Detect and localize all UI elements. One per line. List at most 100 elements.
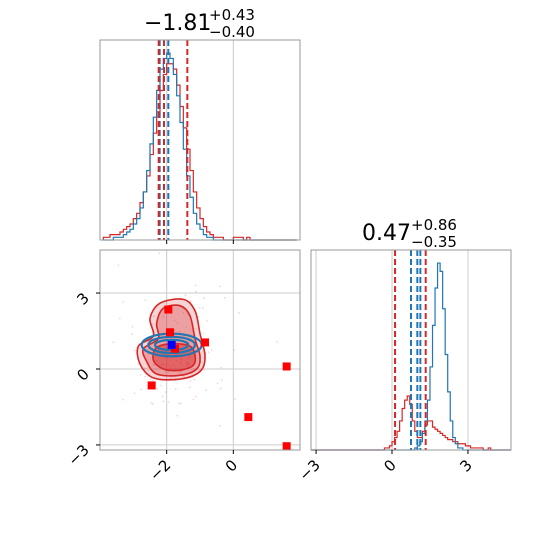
sample-point	[191, 372, 193, 375]
outlier-marker-6	[282, 442, 291, 450]
sample-point	[161, 395, 164, 398]
sample-point	[144, 299, 147, 302]
tick-label-x-param2-2: 3	[456, 456, 475, 475]
sample-point	[133, 349, 136, 352]
sample-point	[180, 358, 183, 361]
sample-point	[165, 346, 168, 349]
panel-bg	[100, 40, 300, 240]
title-param1-minus: −0.40	[209, 23, 255, 41]
sample-point	[238, 311, 240, 314]
marginal-panel-param1	[99, 39, 301, 244]
sample-point	[161, 363, 163, 366]
sample-point	[202, 332, 205, 335]
sample-point	[197, 316, 200, 318]
sample-point	[188, 386, 191, 389]
sample-point	[178, 330, 181, 333]
sample-point	[147, 369, 150, 372]
sample-point	[151, 403, 154, 405]
sample-point	[176, 321, 179, 324]
tick-label-x-param1-0: −2	[146, 456, 174, 484]
sample-point	[180, 358, 182, 360]
title-param2-plus: +0.86	[411, 216, 457, 234]
sample-point	[185, 362, 188, 364]
sample-point	[162, 400, 165, 403]
sample-point	[174, 388, 177, 390]
outlier-marker-5	[282, 362, 291, 371]
sample-point	[186, 362, 189, 365]
sample-point	[203, 297, 206, 299]
sample-point	[195, 290, 198, 293]
sample-point	[202, 306, 204, 309]
sample-point	[131, 326, 134, 328]
outlier-marker-2	[201, 338, 209, 347]
panel-frame	[99, 39, 301, 241]
sample-point	[179, 402, 182, 405]
sample-point	[133, 392, 136, 395]
sample-point	[187, 363, 190, 366]
sample-point	[194, 284, 197, 287]
sample-point	[153, 315, 155, 318]
sample-point	[220, 366, 223, 369]
sample-point	[167, 364, 170, 366]
outlier-marker-1	[166, 328, 174, 337]
sample-point	[162, 363, 165, 365]
sample-point	[179, 362, 182, 365]
sample-point	[167, 401, 170, 403]
sample-point	[162, 315, 165, 318]
sample-point	[164, 370, 167, 373]
contour-blue-level-1	[147, 335, 197, 355]
sample-point	[174, 328, 176, 331]
sample-point	[219, 387, 222, 390]
sample-point	[198, 306, 201, 309]
panel-frame	[310, 249, 512, 451]
sample-point	[186, 365, 189, 368]
sample-point	[216, 382, 219, 385]
sample-point	[152, 379, 154, 382]
sample-point	[232, 349, 235, 352]
sample-point	[182, 311, 185, 314]
sample-point	[221, 379, 223, 382]
sample-point	[170, 377, 173, 379]
sample-point	[187, 362, 190, 365]
sample-point	[186, 358, 189, 361]
panel-frame	[99, 249, 301, 451]
sample-point	[194, 327, 197, 330]
tick-label-y-param2-2: −3	[64, 441, 92, 469]
sample-point	[151, 363, 154, 366]
title-param1-plus: +0.43	[209, 6, 255, 24]
sample-point	[189, 300, 192, 303]
outlier-marker-4	[244, 413, 253, 422]
title-param1: −1.81	[144, 11, 211, 36]
tick-label-y-param2-1: 0	[73, 365, 92, 384]
sample-point	[170, 365, 173, 368]
sample-point	[144, 367, 147, 370]
sample-point	[158, 252, 161, 255]
sample-point	[177, 402, 180, 405]
sample-point	[205, 389, 208, 392]
sample-point	[139, 373, 142, 376]
sample-point	[219, 285, 221, 288]
sample-point	[188, 355, 191, 358]
sample-point	[276, 341, 279, 343]
sample-point	[164, 391, 167, 394]
sample-point	[155, 359, 158, 362]
reference-point-marker	[167, 340, 176, 349]
sample-point	[207, 351, 210, 354]
sample-point	[188, 340, 191, 343]
sample-point	[185, 326, 188, 328]
sample-point	[184, 294, 187, 296]
sample-point	[149, 378, 152, 381]
sample-point	[173, 364, 176, 366]
sample-point	[180, 370, 182, 373]
sample-point	[203, 368, 206, 371]
sample-point	[153, 364, 156, 366]
sample-point	[176, 414, 179, 417]
sample-point	[180, 363, 183, 366]
sample-point	[173, 319, 176, 322]
sample-point	[189, 380, 192, 383]
sample-point	[218, 424, 221, 427]
outlier-marker-0	[164, 305, 173, 314]
sample-point	[112, 341, 115, 344]
tick-label-x-param2-1: 0	[380, 456, 399, 475]
